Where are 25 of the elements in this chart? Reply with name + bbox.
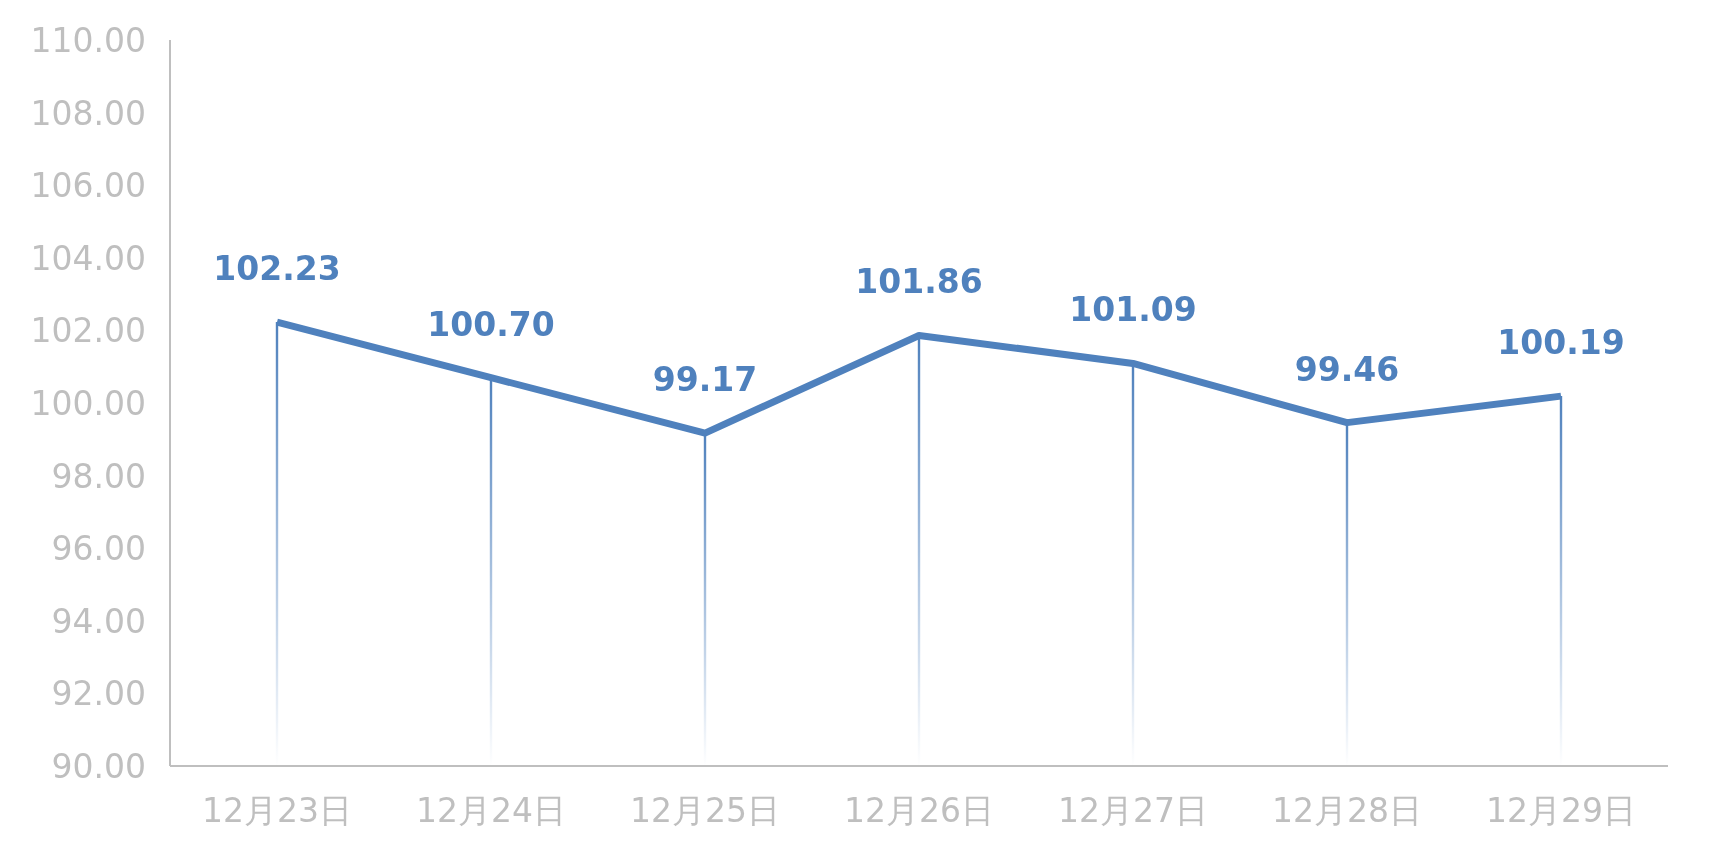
y-tick-label: 90.00 bbox=[51, 747, 146, 786]
y-tick-label: 102.00 bbox=[30, 311, 146, 351]
x-tick-label: 12月24日 bbox=[416, 791, 566, 830]
data-label: 101.86 bbox=[855, 262, 983, 302]
y-tick-label: 92.00 bbox=[51, 674, 146, 714]
x-tick-label: 12月26日 bbox=[844, 791, 994, 830]
y-tick-label: 104.00 bbox=[30, 238, 146, 278]
data-label: 99.17 bbox=[652, 360, 758, 400]
x-tick-label: 12月28日 bbox=[1272, 791, 1422, 830]
x-tick-label: 12月27日 bbox=[1058, 791, 1208, 830]
data-label: 100.70 bbox=[427, 304, 555, 344]
y-tick-label: 96.00 bbox=[51, 529, 146, 569]
data-label: 102.23 bbox=[213, 249, 341, 289]
x-tick-label: 12月25日 bbox=[630, 791, 780, 830]
data-label: 99.46 bbox=[1294, 349, 1400, 389]
y-tick-label: 110.00 bbox=[30, 21, 146, 60]
y-tick-label: 108.00 bbox=[30, 93, 146, 133]
y-tick-label: 100.00 bbox=[30, 384, 146, 423]
y-tick-label: 94.00 bbox=[51, 601, 146, 641]
data-label: 101.09 bbox=[1069, 290, 1197, 330]
x-tick-label: 12月23日 bbox=[202, 791, 352, 830]
y-tick-label: 98.00 bbox=[51, 456, 146, 496]
data-label: 100.19 bbox=[1497, 323, 1625, 363]
x-tick-label: 12月29日 bbox=[1486, 791, 1636, 830]
y-tick-label: 106.00 bbox=[30, 166, 146, 206]
